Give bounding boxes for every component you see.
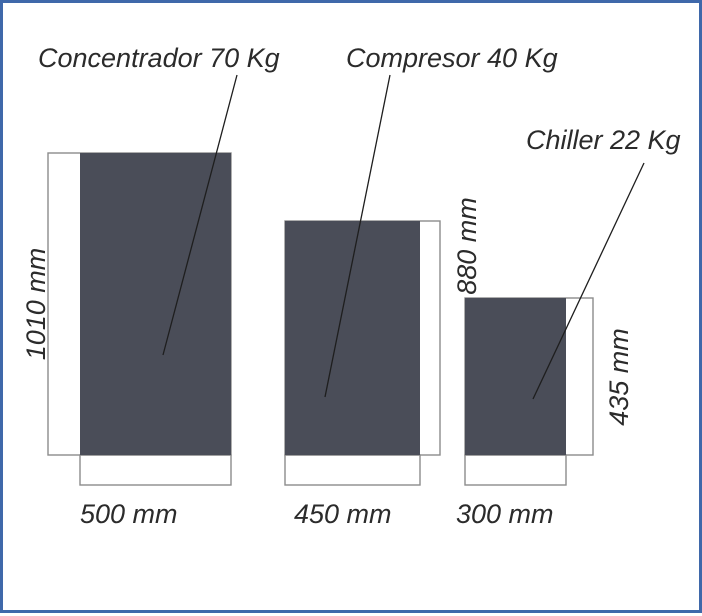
chiller-width-label: 300 mm	[456, 499, 554, 529]
compresor-leader-line	[324, 74, 391, 398]
concentrador-group: Concentrador 70 Kg 1010 mm 500 mm	[21, 43, 280, 529]
chiller-body	[465, 298, 566, 455]
chiller-height-label: 435 mm	[604, 328, 634, 426]
concentrador-leader-line	[162, 74, 238, 356]
chiller-leader-line	[532, 162, 645, 400]
compresor-width-label: 450 mm	[294, 499, 392, 529]
compresor-name-label: Compresor 40 Kg	[346, 43, 558, 73]
equipment-dimensions-diagram: Concentrador 70 Kg 1010 mm 500 mm Compre…	[21, 43, 681, 529]
compresor-height-label: 880 mm	[452, 197, 482, 295]
compresor-group: Compresor 40 Kg 880 mm 450 mm	[284, 43, 558, 529]
chiller-group: Chiller 22 Kg 435 mm 300 mm	[456, 125, 681, 529]
chiller-name-label: Chiller 22 Kg	[526, 125, 681, 155]
concentrador-height-label: 1010 mm	[21, 248, 51, 361]
concentrador-name-label: Concentrador 70 Kg	[38, 43, 280, 73]
chiller-width-extension	[464, 454, 567, 486]
concentrador-body	[80, 153, 231, 455]
concentrador-width-extension	[79, 454, 232, 486]
compresor-body	[285, 221, 420, 455]
concentrador-width-label: 500 mm	[80, 499, 178, 529]
compresor-width-extension	[284, 454, 421, 486]
